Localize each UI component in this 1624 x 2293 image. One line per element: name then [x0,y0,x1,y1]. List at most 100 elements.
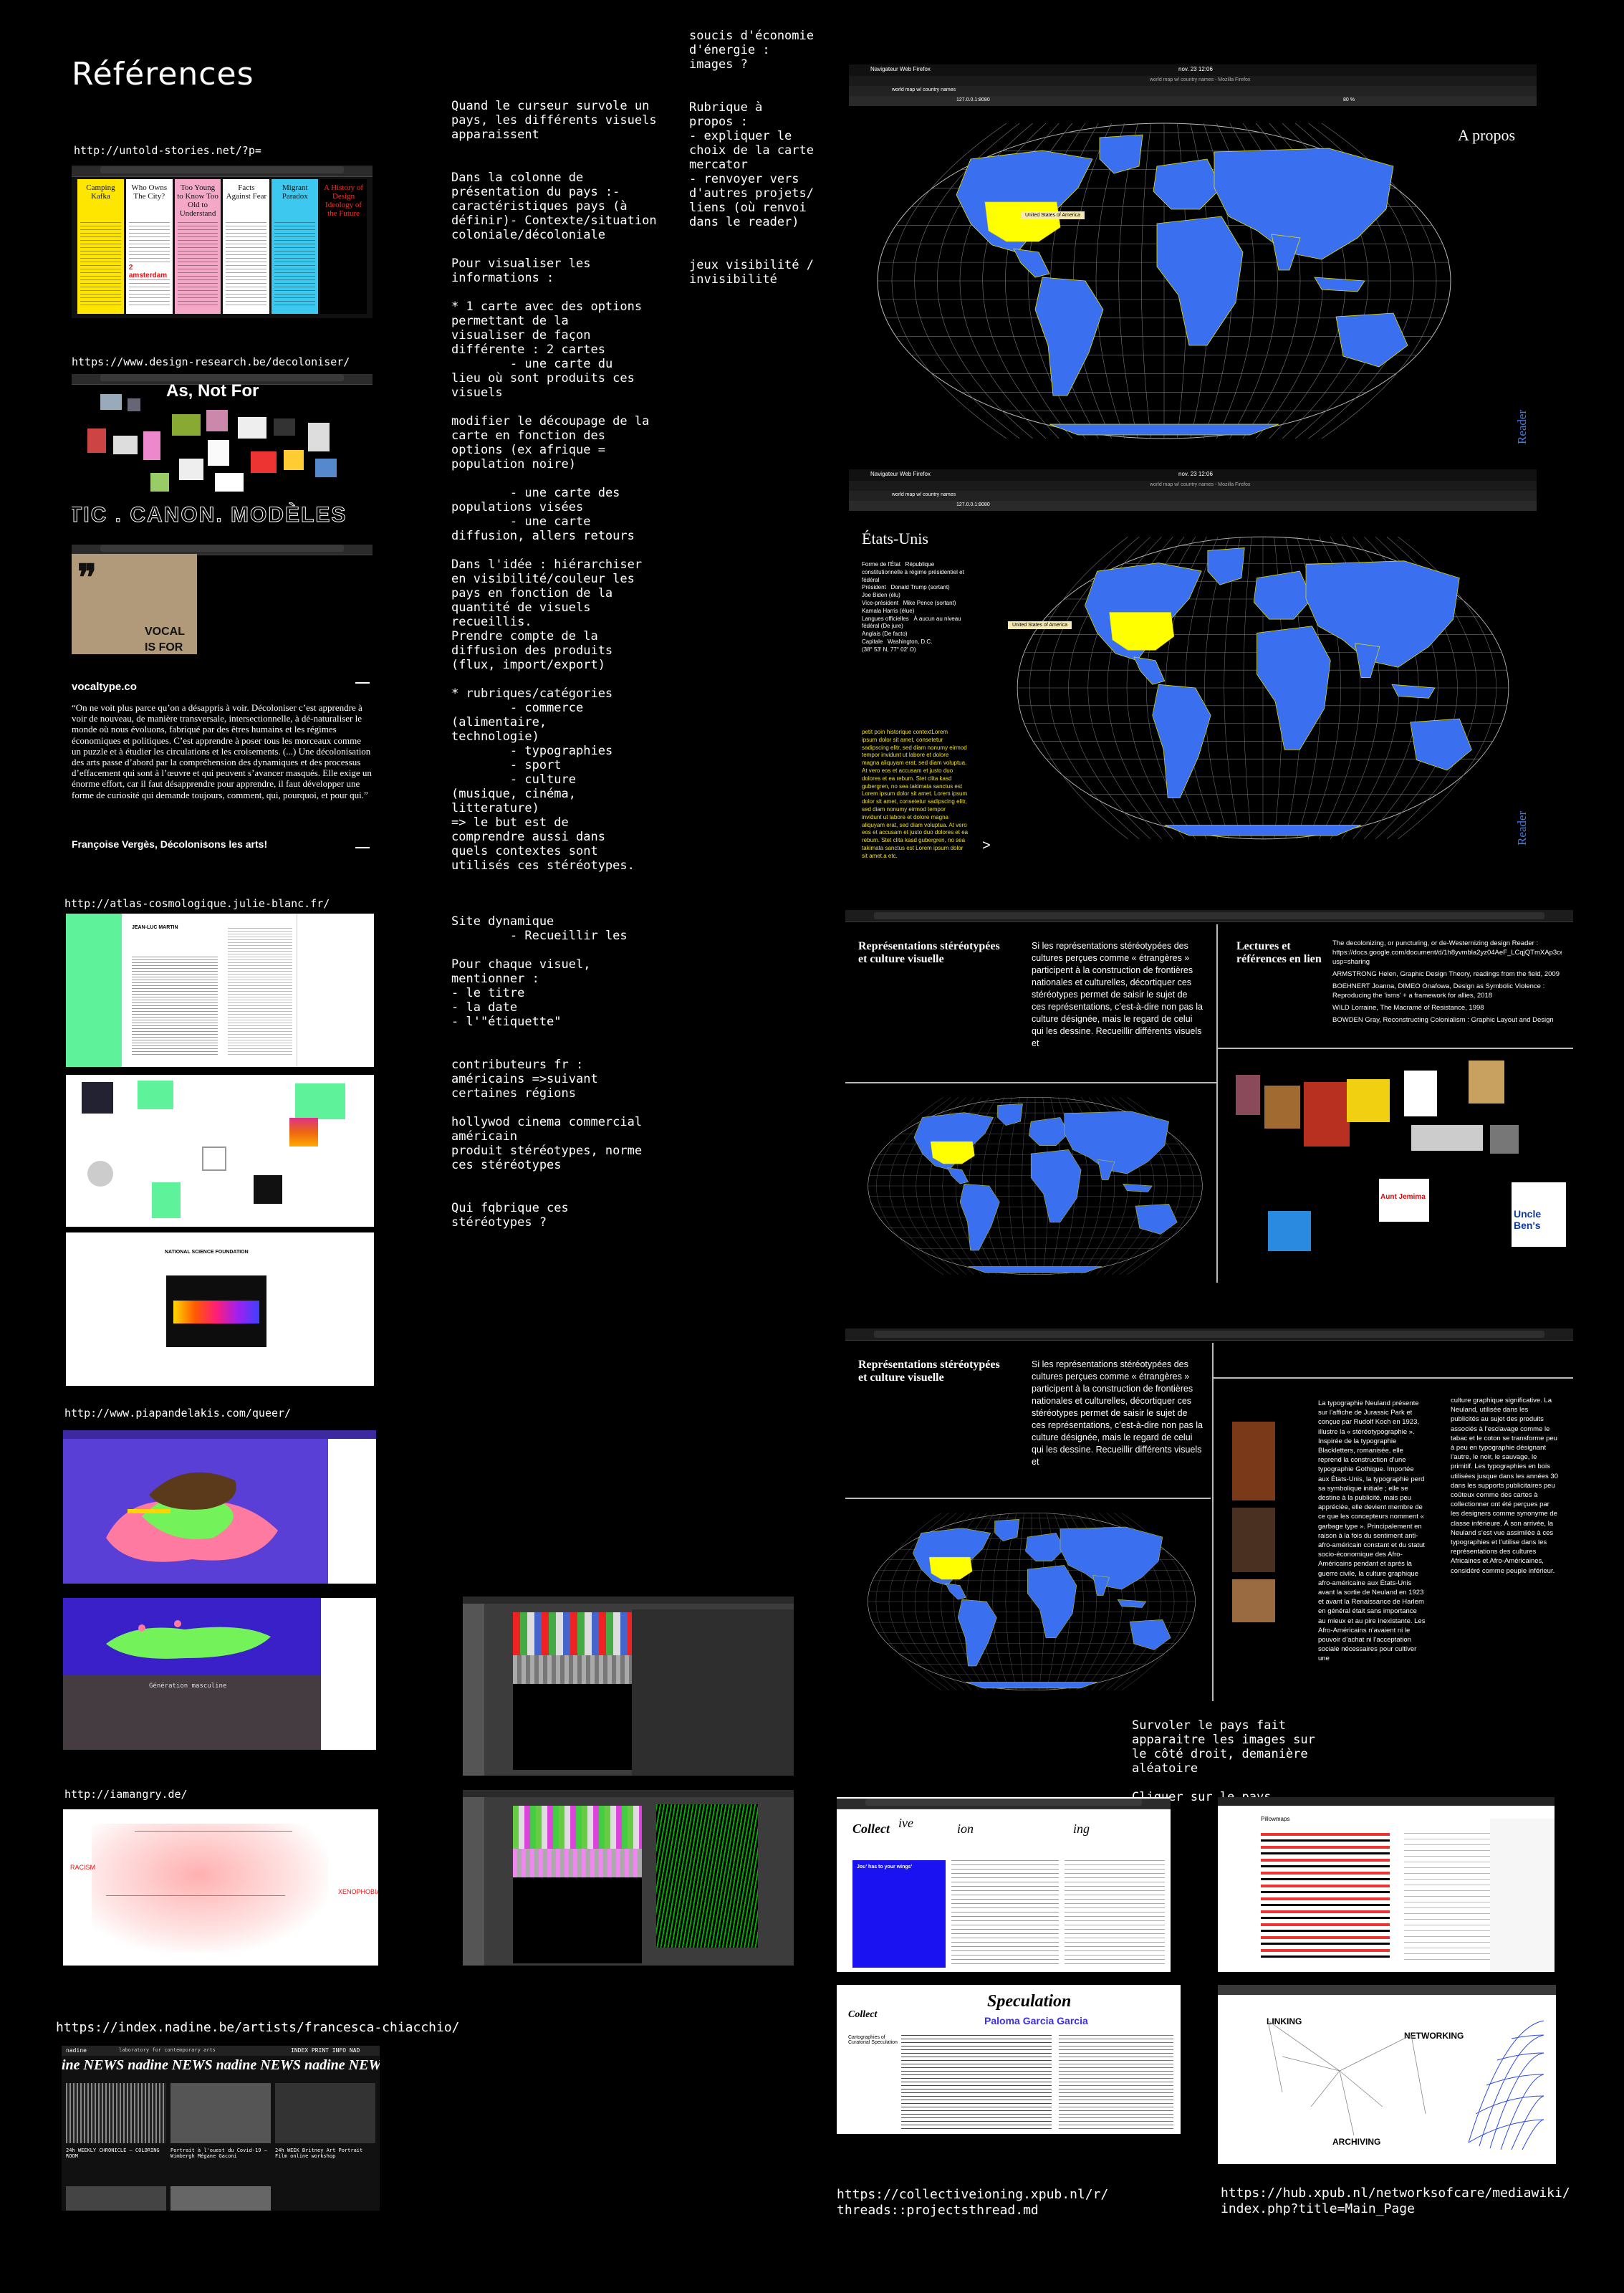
country-asia[interactable] [1060,1526,1163,1590]
country-antarctica[interactable] [968,1266,1102,1273]
next-arrow-icon[interactable]: > [982,838,991,853]
country-india[interactable] [1097,1159,1115,1180]
nadine-screenshot[interactable]: nadine laboratory for contemporary arts … [62,2046,380,2211]
country-europe[interactable] [1253,570,1312,620]
country-europe[interactable] [1029,1117,1069,1146]
nadine-thumb[interactable] [170,2186,271,2211]
country-india[interactable] [1092,1575,1110,1596]
xpub-archiving[interactable]: ARCHIVING [1332,2137,1381,2147]
aunt-jemima-label[interactable]: Aunt Jemima [1379,1179,1429,1222]
country-india[interactable] [1271,234,1301,271]
country-europe[interactable] [1153,158,1222,210]
address-text[interactable]: 127.0.0.1:8080 [956,97,990,102]
country-antarctica[interactable] [966,1682,1097,1689]
reader-link[interactable]: Reader [1515,409,1529,444]
map-screenshot-etats-unis[interactable]: Navigateur Web Firefox nov. 23 12:06 wor… [849,469,1537,860]
map-screenshot-apropos[interactable]: Navigateur Web Firefox nov. 23 12:06 wor… [849,64,1537,459]
editor-screenshot-1[interactable] [463,1597,794,1776]
world-map[interactable] [863,109,1465,453]
untold-column[interactable]: Facts Against Fear [223,179,270,314]
world-map[interactable] [1005,523,1521,853]
url-atlas-cosmologique[interactable]: http://atlas-cosmologique.julie-blanc.fr… [64,897,330,910]
xpub-screenshot-2[interactable]: LINKING NETWORKING ARCHIVING [1218,1985,1556,2164]
country-africa[interactable] [1257,626,1331,750]
country-usa[interactable] [1109,612,1175,651]
editor-screenshot-2[interactable] [463,1790,794,1966]
nadine-thumb[interactable] [275,2083,375,2143]
country-central-america[interactable] [945,1583,966,1600]
country-south-america[interactable] [1034,277,1104,396]
country-greenland[interactable] [994,1519,1020,1541]
visual-thumb[interactable] [1304,1082,1350,1146]
country-australia[interactable] [1335,312,1408,368]
atlas-screenshot-3[interactable]: NATIONAL SCIENCE FOUNDATION [66,1232,374,1386]
design-research-screenshot[interactable]: As, Not For TIC . CANON. MODÈLES [72,373,373,527]
url-design-research[interactable]: https://www.design-research.be/decolonis… [72,355,350,368]
country-australia[interactable] [1135,1204,1178,1235]
world-map-svg[interactable] [860,1089,1211,1283]
country-australia[interactable] [1410,718,1472,771]
country-africa[interactable] [1156,216,1244,346]
country-asia[interactable] [1214,148,1394,260]
country-central-america[interactable] [1013,248,1050,278]
untold-column[interactable]: Camping Kafka [77,179,124,314]
untold-column[interactable]: Too Young to Know Too Old to Understand [174,179,221,314]
country-africa[interactable] [1027,1565,1077,1638]
xpub-nav[interactable]: Pillowmaps [1261,1816,1290,1822]
nadine-thumb[interactable] [66,2186,166,2211]
country-asia[interactable] [1064,1111,1169,1174]
close-icon[interactable] [355,847,370,848]
visual-thumb[interactable] [1236,1075,1260,1115]
url-nadine[interactable]: https://index.nadine.be/artists/francesc… [56,2020,460,2035]
visual-thumb[interactable] [1268,1211,1311,1251]
country-greenland[interactable] [997,1104,1023,1126]
tab-world-map[interactable]: world map w/ country names [892,87,956,92]
country-indonesia[interactable] [1391,684,1436,699]
xpub-networking[interactable]: NETWORKING [1404,2031,1464,2041]
untold-stories-screenshot[interactable]: Camping Kafka Who Owns The City? 2 amsterd… [72,165,373,318]
visual-thumb[interactable] [1232,1422,1275,1500]
country-antarctica[interactable] [1049,423,1279,436]
country-south-america[interactable] [957,1599,997,1667]
vocaltype-brand[interactable]: vocaltype.co [72,681,137,693]
stereo-screenshot-lectures[interactable]: Représentations stéréotypées et culture … [845,910,1573,1287]
nadine-thumb[interactable] [66,2083,166,2143]
visual-thumb[interactable] [1469,1061,1504,1104]
country-indonesia[interactable] [1117,1599,1147,1608]
country-africa[interactable] [1030,1149,1082,1222]
country-asia[interactable] [1305,560,1460,668]
visual-thumb[interactable] [1347,1079,1390,1122]
country-south-america[interactable] [959,1183,1000,1251]
collectiveioning-screenshot-1[interactable]: Collect ive ion ing Jou' has to your win… [837,1797,1171,1972]
country-central-america[interactable] [1133,656,1166,685]
visual-thumb[interactable] [1232,1579,1275,1622]
country-central-america[interactable] [947,1167,969,1184]
world-map-svg[interactable] [863,109,1465,453]
pia-screenshot-1[interactable] [63,1430,376,1584]
untold-column[interactable]: A History of Design Ideology of the Futu… [320,179,367,314]
vocaltype-screenshot[interactable]: ❞ VOCAL IS FOR [72,543,373,661]
world-map[interactable] [860,1505,1203,1698]
country-greenland[interactable] [1207,547,1245,585]
xpub-screenshot-1[interactable]: Pillowmaps [1218,1797,1555,1972]
url-piapandelakis[interactable]: http://www.piapandelakis.com/queer/ [64,1407,292,1420]
url-iamangry[interactable]: http://iamangry.de/ [64,1788,188,1801]
url-collectiveioning[interactable]: https://collectiveioning.xpub.nl/r/ thre… [837,2187,1109,2218]
country-usa[interactable] [930,1141,975,1164]
address-text[interactable]: 127.0.0.1:8080 [956,502,990,507]
xpub-linking[interactable]: LINKING [1267,2016,1302,2026]
country-antarctica[interactable] [1164,825,1362,836]
reference-item[interactable]: The decolonizing, or puncturing, or de-W… [1332,939,1562,966]
pia-screenshot-2[interactable]: Génération masculine [63,1598,376,1750]
atlas-screenshot-1[interactable]: JEAN-LUC MARTIN [66,914,374,1067]
world-map-svg[interactable] [860,1505,1203,1698]
url-xpub-hub[interactable]: https://hub.xpub.nl/networksofcare/media… [1221,2186,1570,2216]
nadine-nav[interactable]: INDEX PRINT INFO NAD [291,2047,360,2054]
close-icon[interactable] [355,682,370,684]
country-indonesia[interactable] [1123,1183,1153,1192]
collectiveioning-screenshot-2[interactable]: Collect Speculation Paloma Garcia Garcia… [837,1985,1181,2134]
address-bar[interactable]: 127.0.0.1:8080 [849,501,1537,511]
country-greenland[interactable] [1099,134,1143,174]
iamangry-screenshot[interactable]: RACISM XENOPHOBIA [63,1809,378,1966]
visual-thumb[interactable] [1411,1125,1483,1151]
